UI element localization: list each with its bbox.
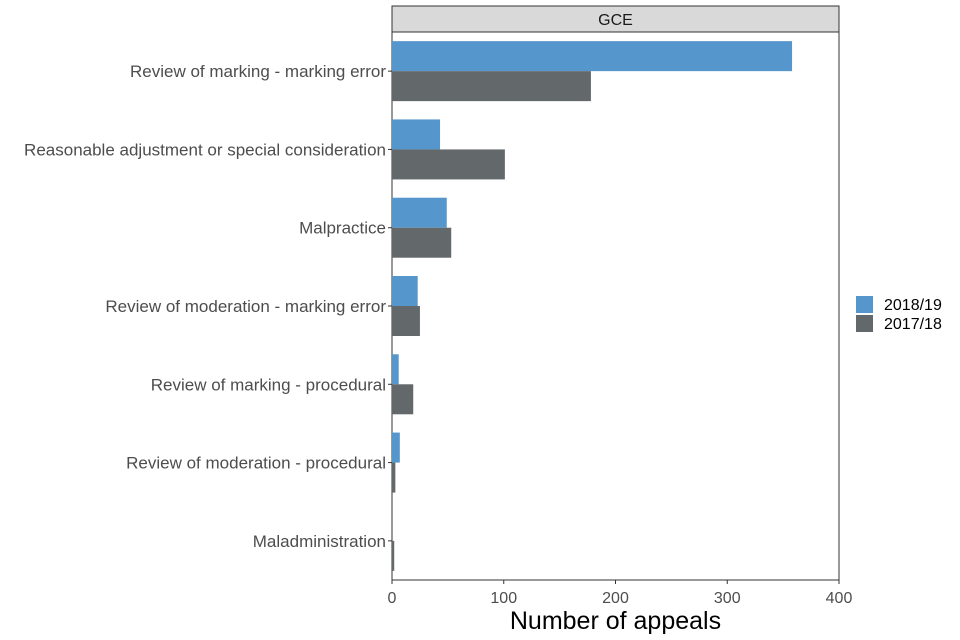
- x-axis: 0 100 200 300 400: [388, 580, 853, 607]
- category-label: Maladministration: [253, 532, 386, 551]
- bar-series-1-2: [392, 119, 441, 150]
- legend-label: 2018/19: [884, 297, 942, 314]
- x-tick-label: 400: [826, 590, 853, 607]
- category-label: Review of moderation - marking error: [105, 297, 386, 316]
- category-label: Reasonable adjustment or special conside…: [24, 140, 386, 159]
- category-axis: Review of marking - marking error Reasona…: [24, 62, 392, 551]
- x-tick-label: 300: [714, 590, 741, 607]
- x-tick-label: 200: [602, 590, 629, 607]
- plot-panel: [391, 31, 840, 581]
- bar-series-1-5: [392, 354, 399, 385]
- x-tick-label: 100: [490, 590, 517, 607]
- category-label: Review of marking - marking error: [130, 62, 386, 81]
- legend-key: [856, 315, 873, 332]
- facet-strip: [391, 5, 840, 33]
- legend-label: 2017/18: [884, 316, 942, 333]
- bar-series-2-4: [392, 306, 420, 336]
- category-label: Review of moderation - procedural: [126, 454, 386, 473]
- category-label: Review of marking - procedural: [151, 375, 386, 394]
- legend: 2018/19 2017/18: [856, 296, 942, 333]
- bar-series-1-3: [392, 197, 447, 228]
- bar-series-2-1: [392, 71, 591, 102]
- bar-series-1-4: [392, 276, 418, 306]
- bar-series-2-6: [392, 462, 396, 493]
- bar-series-1-6: [392, 432, 400, 463]
- x-axis-title: Number of appeals: [510, 607, 721, 635]
- bar-series-2-5: [392, 384, 414, 415]
- bar-series-2-3: [392, 227, 452, 258]
- bar-series-2-2: [392, 149, 505, 180]
- legend-key: [856, 296, 873, 313]
- bar-series-2-7: [392, 540, 395, 571]
- facet-label: GCE: [598, 12, 633, 29]
- bar-series-1-1: [392, 41, 793, 72]
- x-tick-label: 0: [388, 590, 397, 607]
- bars-group: [392, 41, 793, 571]
- category-label: Malpractice: [299, 219, 386, 238]
